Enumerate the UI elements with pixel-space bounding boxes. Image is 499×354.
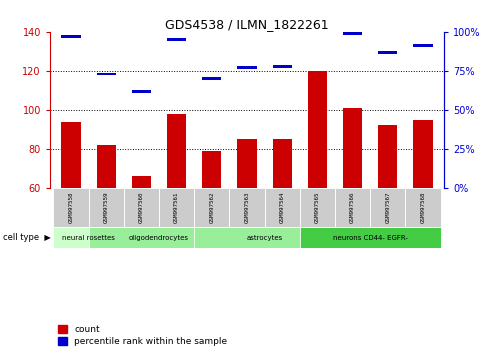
Text: GSM997565: GSM997565 [315,192,320,223]
Bar [124,188,159,227]
Bar [132,176,151,188]
Text: GSM997558: GSM997558 [68,192,73,223]
Bar [308,71,327,188]
Title: GDS4538 / ILMN_1822261: GDS4538 / ILMN_1822261 [165,18,329,31]
Text: GSM997561: GSM997561 [174,192,179,223]
Text: neural rosettes: neural rosettes [62,235,115,241]
Bar [378,51,398,53]
Text: GSM997562: GSM997562 [209,192,214,223]
Bar [53,188,89,227]
Bar [61,121,81,188]
Bar [308,18,327,21]
Text: GSM997560: GSM997560 [139,192,144,223]
Bar [370,188,405,227]
Bar [272,65,292,68]
Bar [300,227,441,248]
Bar [61,35,81,38]
Bar [238,139,256,188]
Bar [405,188,441,227]
Bar [132,90,151,93]
Bar [230,188,264,227]
Bar [96,145,116,188]
Bar [167,114,186,188]
Text: cell type  ▶: cell type ▶ [2,233,50,242]
Bar [89,227,230,248]
Bar [238,66,256,69]
Bar [272,139,292,188]
Bar [300,188,335,227]
Bar [343,108,362,188]
Text: GSM997567: GSM997567 [385,192,390,223]
Bar [53,227,124,248]
Bar [343,32,362,35]
Bar [96,73,116,75]
Text: neurons CD44- EGFR-: neurons CD44- EGFR- [333,235,408,241]
Text: oligodendrocytes: oligodendrocytes [129,235,189,241]
Bar [264,188,300,227]
Text: GSM997563: GSM997563 [245,192,250,223]
Text: astrocytes: astrocytes [247,235,283,241]
Bar [202,77,222,80]
Bar [335,188,370,227]
Text: GSM997559: GSM997559 [104,192,109,223]
Bar [378,125,398,188]
Bar [194,227,335,248]
Text: GSM997568: GSM997568 [421,192,426,223]
Legend: count, percentile rank within the sample: count, percentile rank within the sample [54,321,231,349]
Bar [167,38,186,41]
Text: GSM997564: GSM997564 [280,192,285,223]
Bar [159,188,194,227]
Bar [413,120,433,188]
Bar [202,151,222,188]
Bar [413,45,433,47]
Text: GSM997566: GSM997566 [350,192,355,223]
Bar [194,188,230,227]
Bar [89,188,124,227]
